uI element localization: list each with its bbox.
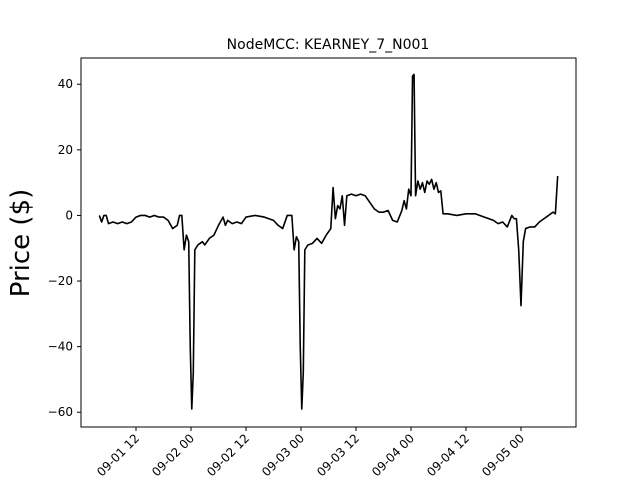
y-tick-label: −20: [48, 274, 73, 288]
plot-frame: [80, 57, 577, 428]
y-tick-label: −60: [48, 405, 73, 419]
series-line-0: [98, 73, 559, 410]
y-tick-label: 40: [58, 77, 73, 91]
y-tick-label: 20: [58, 143, 73, 157]
y-axis-label: Price ($): [6, 189, 36, 298]
plot-area: [80, 57, 577, 428]
y-axis: −60 −40 −20 0 20 40: [48, 77, 81, 419]
y-tick-label: 0: [65, 208, 73, 222]
chart-title: NodeMCC: KEARNEY_7_N001: [227, 37, 430, 53]
series-layer: [98, 73, 559, 410]
y-tick-label: −40: [48, 340, 73, 354]
